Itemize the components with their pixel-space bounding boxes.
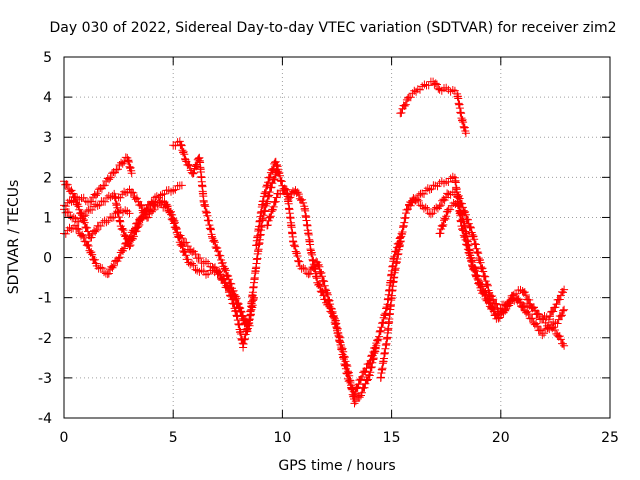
x-axis-title: GPS time / hours bbox=[278, 458, 395, 474]
y-tick-label: 4 bbox=[43, 90, 52, 106]
sat-trace-6 bbox=[169, 137, 254, 330]
x-tick-label: 25 bbox=[601, 430, 619, 446]
x-tick-label: 0 bbox=[60, 430, 69, 446]
sat-trace-12 bbox=[396, 77, 470, 138]
x-tick-label: 10 bbox=[273, 430, 291, 446]
sat-trace-6-markers bbox=[169, 137, 254, 330]
y-tick-label: 3 bbox=[43, 130, 52, 146]
sat-trace-11 bbox=[435, 197, 569, 350]
y-tick-label: 1 bbox=[43, 210, 52, 226]
y-tick-label: 2 bbox=[43, 170, 52, 186]
chart-title: Day 030 of 2022, Sidereal Day-to-day VTE… bbox=[50, 20, 617, 36]
y-tick-label: 0 bbox=[43, 251, 52, 267]
sat-trace-11-markers bbox=[435, 197, 569, 350]
x-tick-label: 5 bbox=[169, 430, 178, 446]
y-tick-label: -3 bbox=[38, 371, 52, 387]
sat-trace-12-markers bbox=[396, 77, 470, 138]
grid-lines bbox=[64, 57, 610, 418]
data-series bbox=[60, 77, 569, 408]
plot-frame bbox=[63, 56, 611, 419]
axis-ticks: 0 5 10 15 20 25 -4 -3 -2 -1 0 1 2 3 4 5 bbox=[38, 50, 619, 446]
y-tick-label: -2 bbox=[38, 331, 52, 347]
x-tick-label: 15 bbox=[383, 430, 401, 446]
y-tick-label: -4 bbox=[38, 411, 52, 427]
y-tick-label: -1 bbox=[38, 291, 52, 307]
x-tick-label: 20 bbox=[492, 430, 510, 446]
y-axis-title: SDTVAR / TECUs bbox=[6, 180, 22, 295]
y-tick-label: 5 bbox=[43, 50, 52, 66]
